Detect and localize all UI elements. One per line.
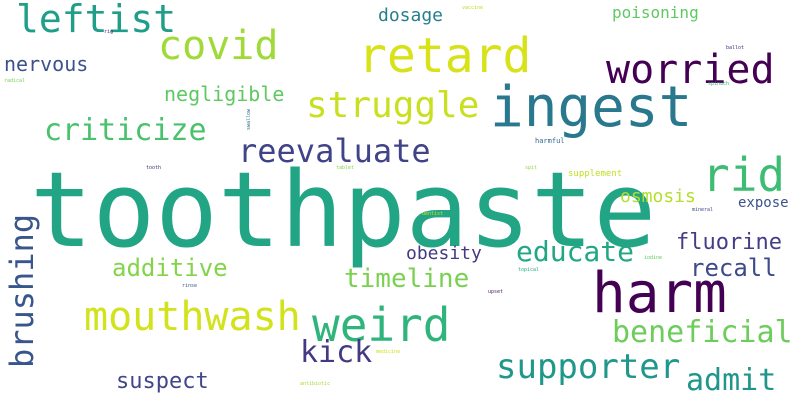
word-upset: upset	[488, 289, 504, 295]
word-antibiotic: antibiotic	[300, 381, 331, 387]
word-osmosis: osmosis	[620, 186, 696, 207]
word-tablet: tablet	[336, 165, 355, 171]
word-topical: topical	[518, 267, 540, 273]
word-vaccine: vaccine	[462, 5, 484, 11]
word-beneficial: beneficial	[612, 315, 793, 350]
word-admit: admit	[686, 363, 777, 398]
word-swallow: swallow	[246, 108, 252, 130]
word-toothpaste: toothpaste	[30, 149, 657, 271]
word-harmful: harmful	[535, 137, 565, 145]
word-criticize: criticize	[44, 113, 207, 148]
word-educate: educate	[516, 235, 635, 268]
word-kick: kick	[300, 335, 373, 370]
word-rig: rig	[104, 29, 114, 35]
word-nervous: nervous	[4, 52, 89, 76]
word-spinach: spinach	[708, 81, 730, 87]
word-rinse: rinse	[182, 283, 198, 289]
word-weird: weird	[312, 298, 451, 352]
word-fluorine: fluorine	[676, 230, 782, 255]
word-struggle: struggle	[306, 85, 480, 126]
word-supplement: supplement	[568, 169, 623, 179]
word-radical: radical	[4, 78, 26, 84]
word-harm: harm	[592, 261, 727, 326]
word-dosage: dosage	[378, 5, 444, 26]
word-leftist: leftist	[16, 0, 177, 41]
word-suspect: suspect	[116, 369, 209, 394]
word-retard: retard	[358, 28, 532, 84]
word-rid: rid	[702, 148, 786, 202]
word-recall: recall	[690, 254, 777, 282]
word-mineral: mineral	[692, 207, 714, 213]
word-reevaluate: reevaluate	[238, 132, 431, 170]
word-additive: additive	[112, 254, 228, 282]
word-iodine: iodine	[644, 255, 663, 261]
word-poisoning: poisoning	[612, 3, 699, 22]
word-ballot: ballot	[726, 45, 745, 51]
word-timeline: timeline	[344, 264, 470, 294]
word-tooth: tooth	[146, 165, 162, 171]
word-obesity: obesity	[406, 243, 482, 264]
word-supporter: supporter	[496, 347, 681, 387]
word-ingest: ingest	[490, 75, 693, 140]
word-worried: worried	[606, 47, 775, 93]
word-mouthwash: mouthwash	[84, 294, 301, 340]
word-medicine: medicine	[376, 349, 401, 355]
word-expose: expose	[738, 195, 789, 211]
word-negligible: negligible	[164, 82, 285, 106]
word-brushing: brushing	[3, 213, 41, 368]
word-dentist: dentist	[422, 211, 444, 217]
word-covid: covid	[158, 23, 279, 69]
word-spit: spit	[525, 165, 538, 171]
